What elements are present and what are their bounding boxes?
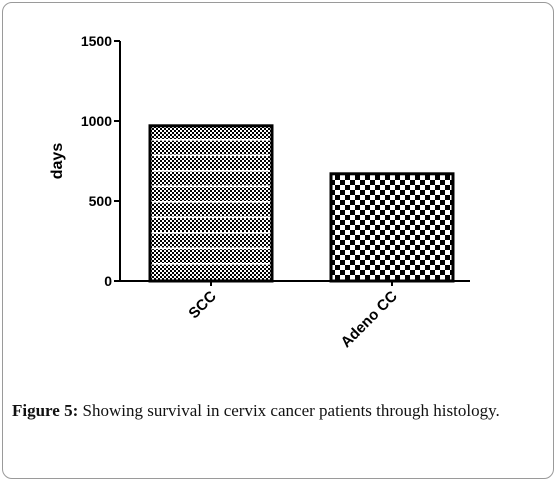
y-tick-label: 500 (89, 193, 113, 209)
x-tick-label: Adeno CC (338, 288, 401, 351)
bar-scc (148, 124, 274, 283)
bar-chart: 0 500 1000 1500 days SCC Adeno CC (49, 33, 470, 351)
caption-label: Figure 5: (12, 401, 79, 420)
y-tick-label: 1000 (81, 113, 112, 129)
figure-caption: Figure 5: Showing survival in cervix can… (12, 398, 546, 423)
caption-text: Showing survival in cervix cancer patien… (78, 401, 500, 420)
figure-frame (2, 2, 554, 479)
y-tick-label: 0 (104, 273, 112, 289)
bars (148, 124, 455, 283)
x-tick-label: SCC (185, 288, 220, 323)
bar-adeno-cc (329, 172, 455, 283)
y-axis-label: days (49, 143, 66, 180)
y-tick-label: 1500 (81, 33, 112, 49)
